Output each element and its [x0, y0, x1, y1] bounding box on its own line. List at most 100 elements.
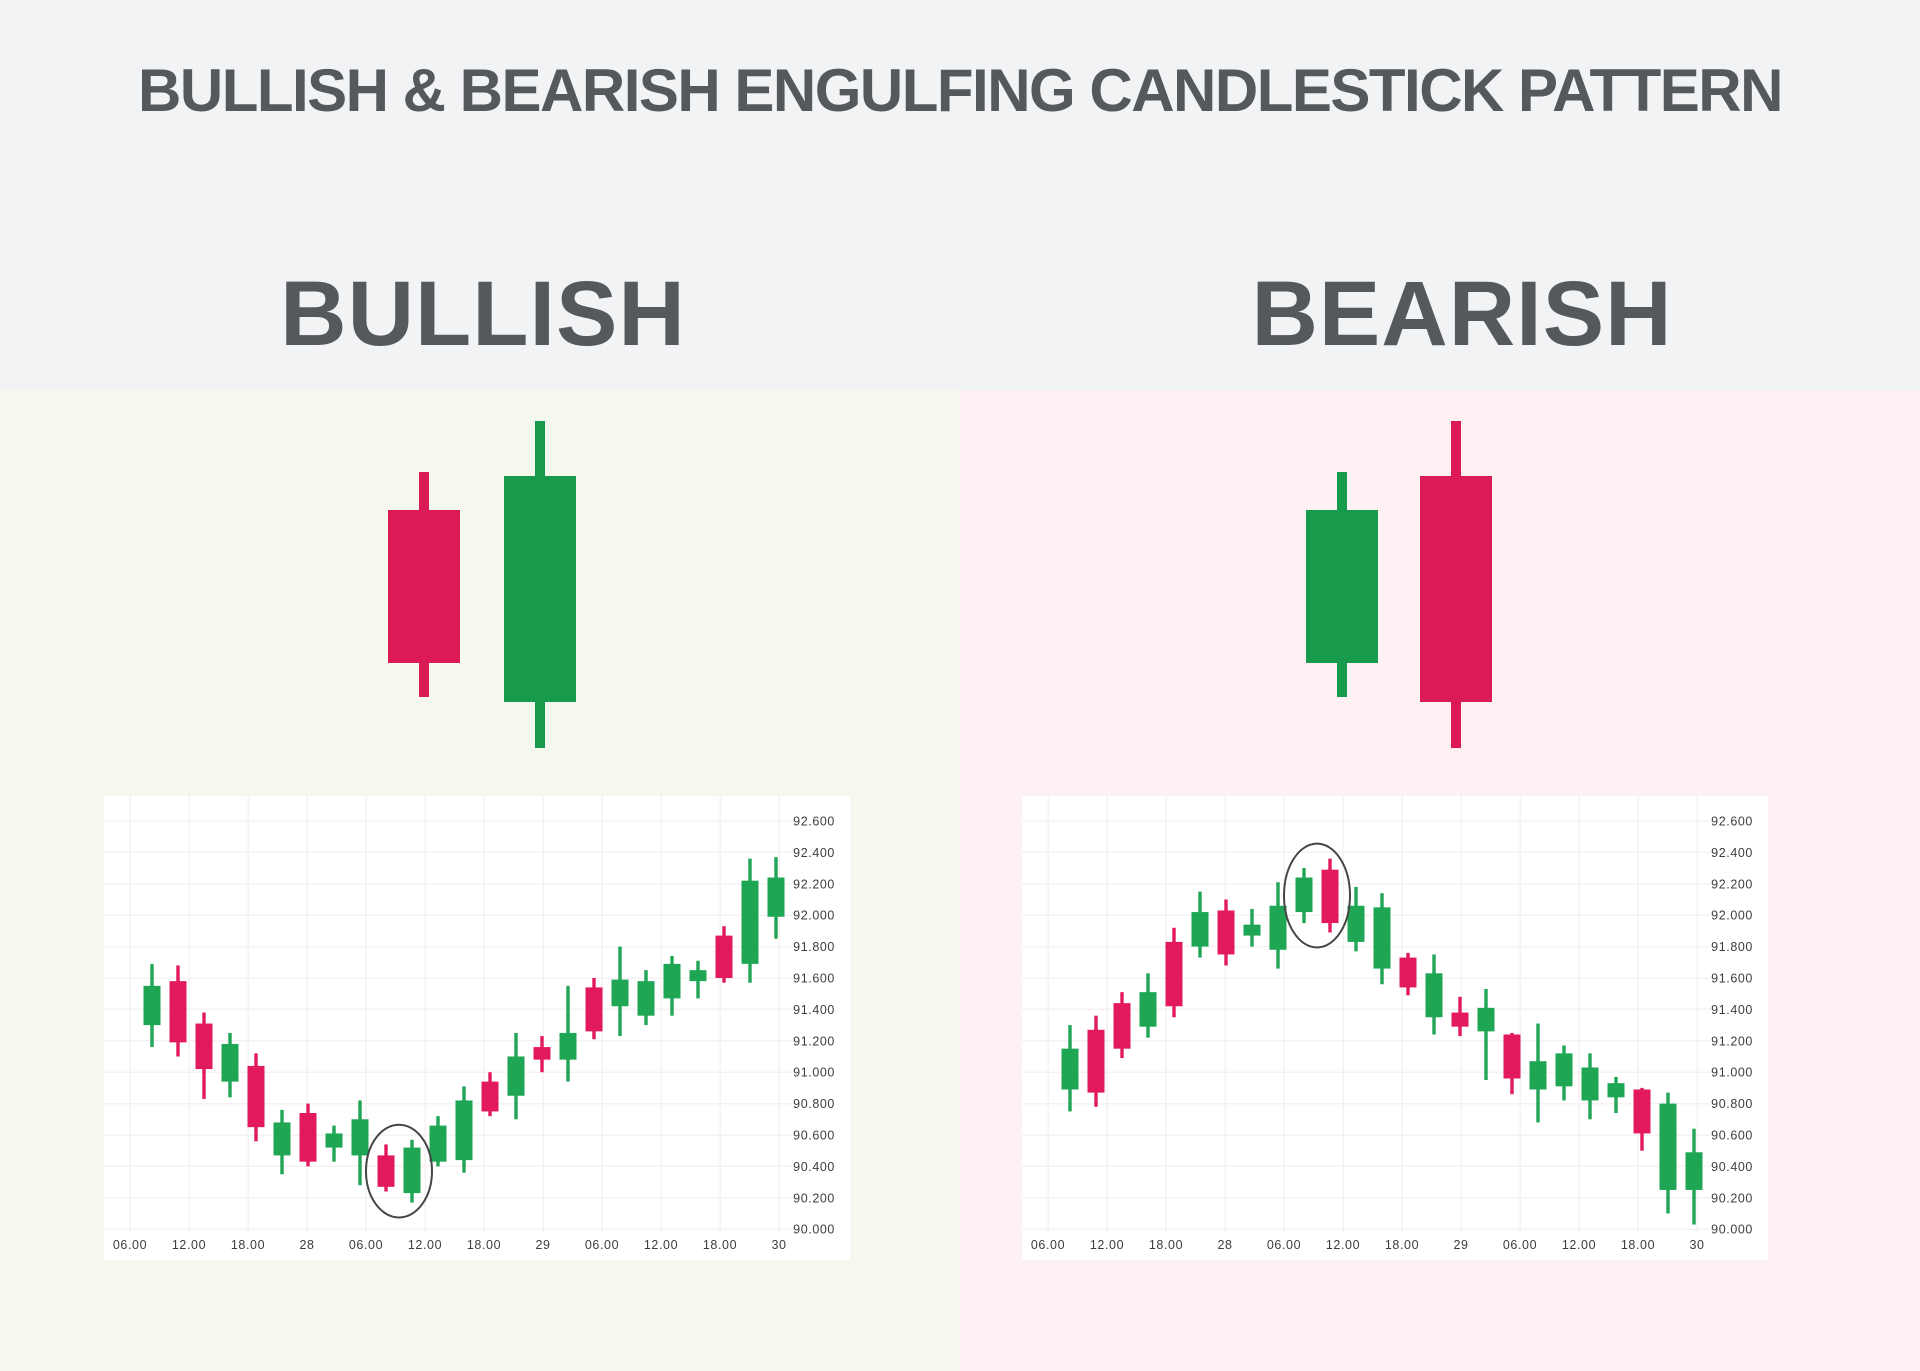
y-axis-tick-label: 91.400	[793, 1003, 835, 1017]
x-axis-tick-label: 06.00	[1031, 1238, 1065, 1252]
up-candle-body	[611, 979, 629, 1007]
up-candle-body	[1685, 1152, 1703, 1190]
up-candle-body	[221, 1043, 239, 1082]
up-candle-body	[507, 1056, 525, 1096]
y-axis-tick-label: 90.400	[793, 1160, 835, 1174]
y-axis-tick-label: 91.000	[1711, 1066, 1753, 1080]
bearish-mini-chart: 92.600 92.400 92.200 92.000 91.800 91.600 91.4…	[1022, 796, 1768, 1260]
down-candle-body	[1399, 957, 1417, 988]
top-band	[0, 0, 1920, 390]
up-candle-body	[1061, 1048, 1079, 1090]
y-axis-tick-label: 92.600	[793, 815, 835, 829]
up-candle-body	[1347, 905, 1365, 942]
bearish-engulfing-pattern-illustration	[1306, 421, 1492, 748]
up-candle-body	[1139, 992, 1157, 1027]
up-candle-body	[143, 985, 161, 1026]
down-candle-body	[247, 1065, 265, 1128]
up-candle-body	[1295, 877, 1313, 913]
x-axis-tick-label: 06.00	[349, 1238, 383, 1252]
y-axis-tick-label: 91.400	[1711, 1003, 1753, 1017]
bullish-engulfing-pattern-illustration	[388, 421, 576, 748]
up-candle-body	[1425, 973, 1443, 1018]
down-candle-body	[299, 1113, 317, 1162]
x-axis-tick-label: 18.00	[703, 1238, 737, 1252]
up-candle-body	[741, 880, 759, 964]
up-candle-body	[1529, 1061, 1547, 1090]
y-axis-tick-label: 90.600	[793, 1129, 835, 1143]
x-axis-tick-label: 18.00	[1621, 1238, 1655, 1252]
up-candle-body	[325, 1133, 343, 1148]
x-axis-tick-label: 12.00	[644, 1238, 678, 1252]
y-axis-tick-label: 90.200	[1711, 1191, 1753, 1205]
down-candle-body	[481, 1081, 499, 1112]
y-axis-tick-label: 92.200	[793, 877, 835, 891]
down-candle-body	[1087, 1029, 1105, 1093]
x-axis-tick-label: 12.00	[408, 1238, 442, 1252]
x-axis-tick-label: 30	[1689, 1238, 1704, 1252]
down-candle-body	[1451, 1012, 1469, 1027]
x-axis-tick-label: 06.00	[585, 1238, 619, 1252]
y-axis-tick-label: 91.600	[793, 972, 835, 986]
x-axis-tick-label: 12.00	[1090, 1238, 1124, 1252]
up-candle-body	[559, 1032, 577, 1060]
second-bearish-engulfing-candle-body	[1420, 476, 1492, 702]
down-candle-body	[533, 1047, 551, 1060]
x-axis-tick-label: 29	[535, 1238, 550, 1252]
down-candle-body	[377, 1155, 395, 1187]
x-axis-tick-label: 30	[771, 1238, 786, 1252]
down-candle-body	[1217, 910, 1235, 955]
down-candle-body	[1321, 869, 1339, 924]
down-candle-body	[715, 935, 733, 978]
up-candle-body	[689, 970, 707, 982]
up-candle-body	[429, 1125, 447, 1162]
x-axis-tick-label: 12.00	[172, 1238, 206, 1252]
up-candle-wick	[1484, 988, 1488, 1081]
down-candle-body	[1633, 1089, 1651, 1134]
y-axis-tick-label: 92.000	[793, 909, 835, 923]
up-candle-body	[1477, 1007, 1495, 1032]
up-candle-body	[1581, 1067, 1599, 1101]
x-axis-tick-label: 18.00	[1149, 1238, 1183, 1252]
down-candle-body	[169, 981, 187, 1043]
down-candle-body	[585, 987, 603, 1032]
engulfing-pattern-highlight-ellipse	[365, 1123, 433, 1219]
up-candle-body	[767, 877, 785, 917]
bearish-heading: BEARISH	[1251, 263, 1673, 365]
y-axis-tick-label: 91.200	[1711, 1034, 1753, 1048]
y-axis-tick-label: 90.200	[793, 1191, 835, 1205]
y-axis-tick-label: 90.600	[1711, 1129, 1753, 1143]
up-candle-body	[663, 963, 681, 999]
x-axis-tick-label: 06.00	[1503, 1238, 1537, 1252]
down-candle-body	[1113, 1003, 1131, 1049]
y-axis-tick-label: 92.400	[793, 846, 835, 860]
x-axis-tick-label: 12.00	[1562, 1238, 1596, 1252]
up-candle-body	[637, 981, 655, 1016]
up-candle-body	[1555, 1053, 1573, 1087]
engulfing-pattern-highlight-ellipse	[1283, 842, 1351, 949]
y-axis-tick-label: 92.400	[1711, 846, 1753, 860]
up-candle-body	[1243, 924, 1261, 936]
y-axis-tick-label: 91.200	[793, 1034, 835, 1048]
y-axis-tick-label: 91.600	[1711, 972, 1753, 986]
y-axis-tick-label: 90.000	[1711, 1223, 1753, 1237]
bullish-mini-chart: 92.600 92.400 92.200 92.000 91.800 91.600 91.4…	[104, 796, 850, 1260]
up-candle-body	[273, 1122, 291, 1156]
y-axis-tick-label: 92.200	[1711, 877, 1753, 891]
y-axis-tick-label: 91.800	[793, 940, 835, 954]
x-axis-tick-label: 18.00	[467, 1238, 501, 1252]
y-axis-tick-label: 90.800	[793, 1097, 835, 1111]
x-axis-tick-label: 28	[1217, 1238, 1232, 1252]
up-candle-body	[1269, 905, 1287, 950]
first-bullish-candle-body	[1306, 510, 1378, 663]
y-axis-tick-label: 92.600	[1711, 815, 1753, 829]
y-axis-tick-label: 90.800	[1711, 1097, 1753, 1111]
down-candle-body	[1165, 941, 1183, 1007]
x-axis-tick-label: 18.00	[1385, 1238, 1419, 1252]
down-candle-body	[195, 1023, 213, 1070]
x-axis-tick-label: 28	[299, 1238, 314, 1252]
page-title: BULLISH & BEARISH ENGULFING CANDLESTICK …	[138, 57, 1783, 124]
y-axis-tick-label: 90.000	[793, 1223, 835, 1237]
bearish-candlestick-chart: 92.600 92.400 92.200 92.000 91.800 91.600 91.4…	[1022, 796, 1753, 1252]
x-axis-tick-label: 12.00	[1326, 1238, 1360, 1252]
